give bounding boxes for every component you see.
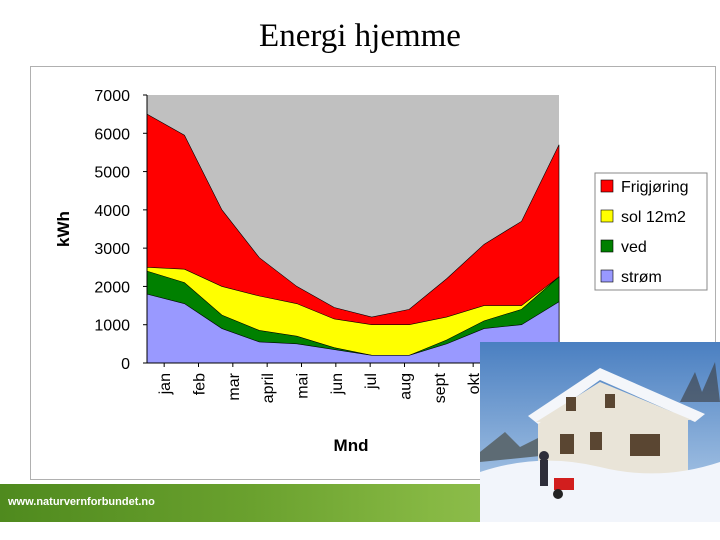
y-tick-label: 1000 bbox=[94, 318, 130, 335]
x-tick-label: jan bbox=[157, 373, 174, 395]
y-tick-label: 3000 bbox=[94, 241, 130, 258]
y-tick-label: 6000 bbox=[94, 126, 130, 143]
legend-swatch bbox=[600, 179, 614, 193]
legend-swatch bbox=[600, 209, 614, 223]
y-tick-label: 5000 bbox=[94, 165, 130, 182]
legend-label: strøm bbox=[621, 269, 662, 286]
x-tick-label: mai bbox=[295, 373, 312, 399]
footer-url: www.naturvernforbundet.no bbox=[8, 496, 155, 508]
legend-label: Frigjøring bbox=[621, 179, 689, 196]
y-tick-label: 2000 bbox=[94, 279, 130, 296]
slide-title: Energi hjemme bbox=[259, 18, 461, 54]
x-tick-label: okt bbox=[466, 372, 483, 394]
x-tick-label: feb bbox=[192, 373, 209, 395]
y-tick-label: 0 bbox=[121, 356, 130, 373]
x-tick-label: april bbox=[260, 373, 277, 403]
x-tick-label: mar bbox=[226, 372, 243, 400]
y-tick-label: 4000 bbox=[94, 203, 130, 220]
y-tick-label: 7000 bbox=[94, 88, 130, 105]
legend-label: ved bbox=[621, 239, 647, 256]
legend-swatch bbox=[600, 239, 614, 253]
x-tick-label: sept bbox=[432, 372, 449, 403]
x-tick-label: aug bbox=[398, 373, 415, 400]
x-tick-label: jul bbox=[363, 373, 380, 390]
legend-swatch bbox=[600, 269, 614, 283]
x-axis-label: Mnd bbox=[334, 436, 369, 455]
legend-label: sol 12m2 bbox=[621, 209, 686, 226]
legend-box bbox=[594, 172, 708, 291]
chart-frame: 0 1000 2000 3000 4000 5000 6000 7000 jan feb mar ap… bbox=[30, 66, 716, 480]
area-strøm bbox=[146, 293, 560, 364]
y-axis-label: kWh bbox=[54, 211, 73, 247]
energy-chart: 0 1000 2000 3000 4000 5000 6000 7000 jan feb mar ap… bbox=[54, 88, 708, 455]
house-photo-image bbox=[480, 342, 720, 522]
x-tick-label: jun bbox=[329, 373, 346, 395]
house-snow-photo bbox=[480, 342, 720, 522]
